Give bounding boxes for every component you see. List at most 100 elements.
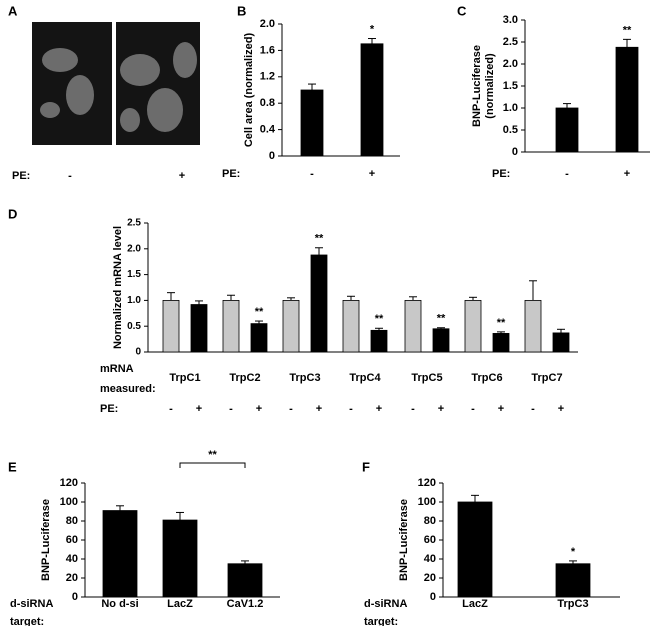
error-bar [437,327,445,329]
y-tick-label: 0.4 [260,124,276,136]
significance: * [370,23,375,35]
y-tick-label: 2.0 [260,18,275,30]
y-tick-label: 1.0 [127,295,141,306]
y-tick-label: 0 [72,591,78,603]
bar [555,107,579,153]
significance: ** [255,306,264,318]
x-tick-label: - [310,168,314,180]
series-name: + [376,403,382,415]
y-tick-label: 0.5 [503,124,518,136]
y-tick-label: 20 [424,572,436,584]
y-axis-label: BNP-Luciferase [471,45,483,127]
y-tick-label: 1.5 [127,269,141,280]
bar [162,519,198,598]
panel-label: D [8,206,17,221]
series-name: - [229,403,233,415]
bracket [179,462,246,468]
y-tick-label: 2.5 [503,36,518,48]
significance: * [571,546,576,558]
series-name: - [349,403,353,415]
category-label: PE: [222,168,240,180]
panel-label: A [8,3,18,18]
y-tick-label: 1.0 [503,102,518,114]
y-tick-label: 2.5 [127,218,141,229]
error-bar [255,320,263,324]
category-title: measured: [100,383,156,395]
y-tick-label: 2.0 [503,58,518,70]
error-bar [116,505,124,511]
series-name: + [498,403,504,415]
category-title: d-siRNA [364,598,407,610]
y-tick-label: 40 [66,553,78,565]
category-label: PE: [12,170,30,182]
category-label: PE: [492,168,510,180]
error-bar [167,292,175,301]
error-bar [347,295,355,301]
y-tick-label: 0 [430,591,436,603]
significance: ** [497,317,506,329]
panel-label: C [457,3,467,18]
y-tick-label: 120 [418,477,436,489]
y-tick-label: 1.2 [260,71,275,83]
error-bar [557,328,565,333]
series-name: + [196,403,202,415]
error-bar [529,280,537,301]
significance: ** [437,313,446,325]
bar [552,332,570,353]
series-name: + [256,403,262,415]
category-title: mRNA [100,363,134,375]
y-tick-label: 80 [66,515,78,527]
x-tick-label: - [565,168,569,180]
category-title: target: [364,616,398,626]
error-bar [308,83,316,90]
panel-label: F [362,459,370,474]
cell [40,102,60,118]
cell [120,54,160,86]
error-bar [195,300,203,305]
x-tick-label: LacZ [462,598,488,610]
x-tick-label: LacZ [167,598,193,610]
bar [222,299,240,353]
category-label: + [179,170,185,182]
error-bar [227,294,235,301]
bar [300,89,324,157]
x-tick-label: TrpC1 [169,372,200,384]
bar [342,299,360,353]
series-name: - [169,403,173,415]
y-tick-label: 0.5 [127,321,141,332]
x-tick-label: + [624,168,630,180]
error-bar [409,296,417,301]
bar [457,501,493,598]
y-tick-label: 80 [424,515,436,527]
series-name: - [471,403,475,415]
panel-label: B [237,3,246,18]
series-name: - [411,403,415,415]
bar [524,299,542,353]
bar [555,563,591,598]
y-axis-label: BNP-Luciferase [40,499,52,581]
significance: ** [208,449,217,461]
cell [173,42,197,78]
x-tick-label: No d-si [101,598,138,610]
error-bar [287,297,295,301]
y-tick-label: 0 [269,150,275,162]
error-bar [497,331,505,334]
x-tick-label: TrpC3 [289,372,320,384]
x-tick-label: CaV1.2 [227,598,264,610]
bar [102,510,138,598]
y-tick-label: 60 [424,534,436,546]
y-tick-label: 60 [66,534,78,546]
x-tick-label: TrpC2 [229,372,260,384]
error-bar [563,103,571,108]
series-label: PE: [100,403,118,415]
series-name: - [531,403,535,415]
error-bar [241,560,249,564]
bar [360,43,384,157]
bar [432,328,450,353]
error-bar [368,38,376,44]
series-name: + [438,403,444,415]
y-tick-label: 0 [135,347,141,358]
error-bar [469,296,477,301]
y-axis-label: (normalized) [484,53,496,119]
